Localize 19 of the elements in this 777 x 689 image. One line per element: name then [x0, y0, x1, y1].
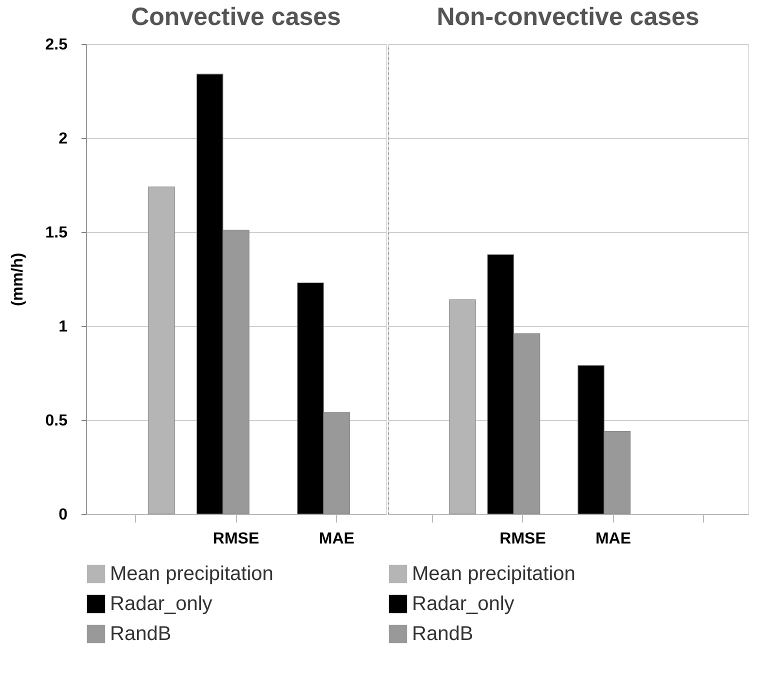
y-tick-label: 2	[58, 130, 68, 148]
y-axis-title: (mm/h)	[9, 252, 26, 306]
legend-label: Mean precipitation	[412, 563, 576, 585]
y-tick-label: 2.5	[45, 36, 68, 54]
x-tick-label: RMSE	[212, 530, 260, 548]
legend-label: RandB	[110, 623, 172, 645]
y-tick-label: 1.5	[45, 224, 68, 242]
legend-label: Radar_only	[110, 593, 212, 615]
x-tick-label: RMSE	[500, 530, 546, 548]
x-tick-label: MAE	[318, 530, 355, 548]
y-tick-label: 0.5	[45, 412, 68, 430]
y-tick-label: 0	[58, 506, 68, 524]
chart-title: Convective cases	[131, 3, 341, 31]
y-tick-label: 1	[58, 318, 68, 336]
legend-label: Mean precipitation	[110, 563, 274, 585]
legend-label: RandB	[412, 623, 474, 645]
x-tick-label: MAE	[595, 530, 632, 548]
legend-label: Radar_only	[412, 593, 514, 615]
chart-title: Non-convective cases	[436, 3, 700, 31]
